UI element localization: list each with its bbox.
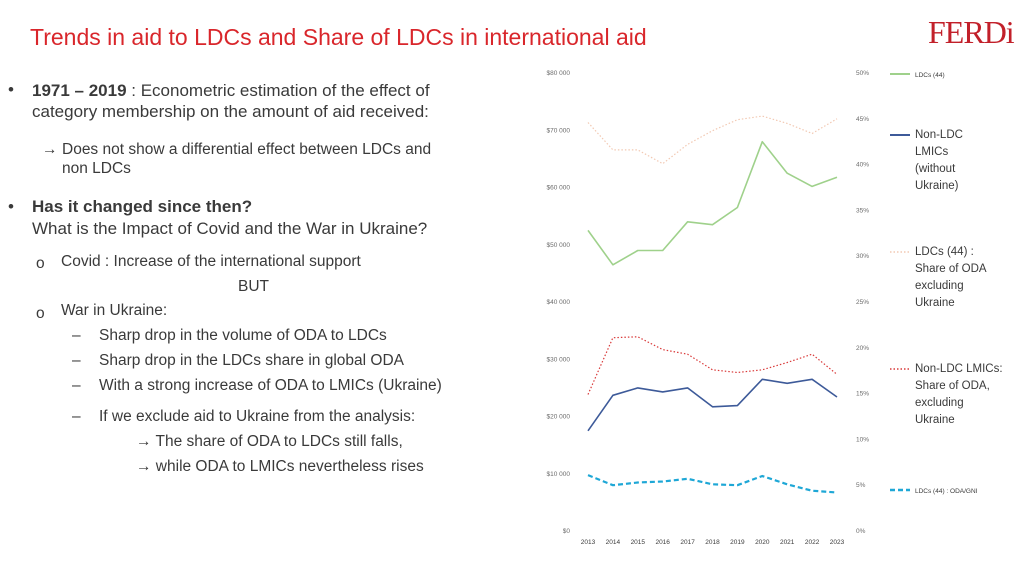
logo-text: FERDi bbox=[928, 14, 1015, 50]
legend-label-1: (without bbox=[915, 163, 956, 175]
y-left-tick-label: $40 000 bbox=[547, 299, 571, 306]
dash-bullet: – bbox=[72, 408, 81, 425]
bullet2-bold: Has it changed since then? bbox=[32, 197, 253, 216]
y-left-tick-label: $70 000 bbox=[547, 127, 571, 134]
legend-label-1: LMICs bbox=[915, 146, 948, 158]
conclusion-1: → The share of ODA to LDCs still falls, bbox=[136, 433, 403, 450]
y-left-tick-label: $30 000 bbox=[547, 356, 571, 363]
y-left-tick-label: $50 000 bbox=[547, 242, 571, 249]
arrow-icon: → bbox=[42, 141, 58, 158]
bullet2-text: What is the Impact of Covid and the War … bbox=[32, 219, 428, 238]
x-tick-label: 2018 bbox=[705, 539, 720, 546]
war-point-4: If we exclude aid to Ukraine from the an… bbox=[99, 408, 416, 425]
bullet-dot: • bbox=[8, 197, 14, 216]
series-line-3 bbox=[587, 336, 838, 395]
y-right-tick-label: 35% bbox=[856, 207, 869, 214]
x-tick-label: 2013 bbox=[581, 539, 596, 546]
bullet1-sub2: non LDCs bbox=[62, 160, 131, 177]
y-left-tick-label: $0 bbox=[563, 528, 571, 535]
y-right-tick-label: 40% bbox=[856, 162, 869, 169]
war-point-2: Sharp drop in the LDCs share in global O… bbox=[99, 352, 404, 369]
legend-label-2: excluding bbox=[915, 280, 964, 292]
series-line-2 bbox=[587, 115, 838, 165]
bullet1-line1: 1971 – 2019 : Econometric estimation of … bbox=[32, 81, 430, 101]
war-item: War in Ukraine: bbox=[61, 302, 168, 319]
circle-bullet: o bbox=[36, 305, 45, 322]
x-tick-label: 2023 bbox=[830, 539, 845, 546]
y-left-tick-label: $20 000 bbox=[547, 414, 571, 421]
series-line-0 bbox=[587, 140, 838, 266]
x-tick-label: 2017 bbox=[680, 539, 695, 546]
dash-bullet: – bbox=[72, 377, 81, 394]
x-tick-label: 2014 bbox=[606, 539, 621, 546]
legend-label-2: LDCs (44) : bbox=[915, 246, 974, 258]
legend-label-0: LDCs (44) bbox=[915, 72, 945, 79]
dash-bullet: – bbox=[72, 327, 81, 344]
ferdi-logo: FERDi bbox=[928, 14, 1015, 54]
legend-label-1: Non-LDC bbox=[915, 129, 963, 141]
y-right-tick-label: 45% bbox=[856, 116, 869, 123]
circle-bullet: o bbox=[36, 255, 45, 272]
war-point-3: With a strong increase of ODA to LMICs (… bbox=[99, 377, 442, 394]
legend-label-3: excluding bbox=[915, 397, 964, 409]
y-left-tick-label: $60 000 bbox=[547, 185, 571, 192]
text-content: • 1971 – 2019 : Econometric estimation o… bbox=[8, 80, 442, 475]
y-right-tick-label: 50% bbox=[856, 70, 869, 77]
slide-title: Trends in aid to LDCs and Share of LDCs … bbox=[30, 24, 647, 50]
series-line-4 bbox=[587, 474, 838, 494]
legend-label-3: Ukraine bbox=[915, 414, 955, 426]
x-tick-label: 2016 bbox=[655, 539, 670, 546]
legend-label-4: LDCs (44) : ODA/GNI bbox=[915, 488, 978, 495]
bullet1-bold: 1971 – 2019 bbox=[32, 81, 127, 100]
bullet-dot: • bbox=[8, 80, 14, 99]
covid-item: Covid : Increase of the international su… bbox=[61, 253, 361, 270]
legend-label-1: Ukraine) bbox=[915, 180, 959, 192]
legend-label-2: Share of ODA bbox=[915, 263, 987, 275]
aid-trends-chart: $0 $10 000 $20 000 $30 000 $40 000 $50 000 $60… bbox=[547, 70, 1003, 546]
war-point-1: Sharp drop in the volume of ODA to LDCs bbox=[99, 327, 387, 344]
x-tick-label: 2015 bbox=[631, 539, 646, 546]
y-right-tick-label: 30% bbox=[856, 253, 869, 260]
y-right-tick-label: 25% bbox=[856, 299, 869, 306]
y-right-tick-label: 20% bbox=[856, 345, 869, 352]
x-tick-label: 2022 bbox=[805, 539, 820, 546]
bullet1-line2: category membership on the amount of aid… bbox=[32, 102, 429, 121]
y-left-tick-label: $10 000 bbox=[547, 471, 571, 478]
series-line-1 bbox=[587, 378, 838, 432]
x-tick-label: 2019 bbox=[730, 539, 745, 546]
bullet1-sub1: Does not show a differential effect betw… bbox=[62, 141, 432, 158]
y-right-tick-label: 15% bbox=[856, 391, 869, 398]
y-right-tick-label: 5% bbox=[856, 482, 866, 489]
conclusion-2: → while ODA to LMICs nevertheless rises bbox=[136, 458, 424, 475]
x-tick-label: 2020 bbox=[755, 539, 770, 546]
y-left-tick-label: $80 000 bbox=[547, 70, 571, 77]
bullet1-text1: : Econometric estimation of the effect o… bbox=[126, 81, 430, 100]
legend-label-3: Share of ODA, bbox=[915, 380, 990, 392]
legend-label-3: Non-LDC LMICs: bbox=[915, 363, 1003, 375]
x-tick-label: 2021 bbox=[780, 539, 795, 546]
y-right-tick-label: 0% bbox=[856, 528, 866, 535]
dash-bullet: – bbox=[72, 352, 81, 369]
y-right-tick-label: 10% bbox=[856, 436, 869, 443]
but-label: BUT bbox=[238, 278, 269, 295]
legend-label-2: Ukraine bbox=[915, 297, 955, 309]
